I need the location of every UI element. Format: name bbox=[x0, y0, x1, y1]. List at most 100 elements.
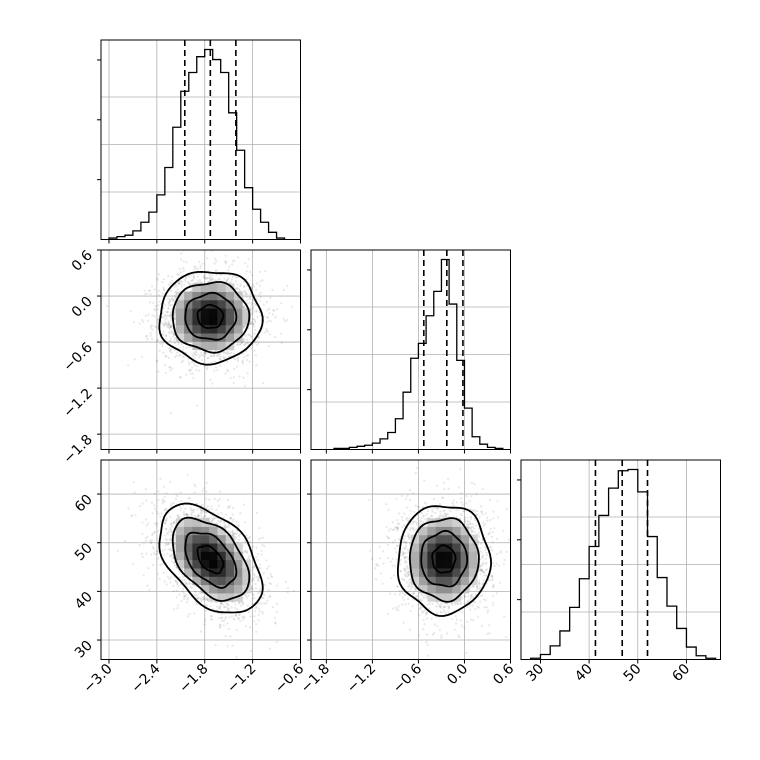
sample-point bbox=[208, 498, 211, 501]
sample-point bbox=[173, 299, 176, 302]
sample-point bbox=[174, 294, 177, 297]
sample-point bbox=[180, 343, 183, 346]
sample-point bbox=[208, 276, 211, 280]
sample-point bbox=[418, 524, 421, 527]
sample-point bbox=[157, 370, 160, 373]
sample-point bbox=[230, 278, 233, 281]
sample-point bbox=[216, 354, 219, 357]
panel-frame bbox=[100, 459, 301, 660]
sample-point bbox=[264, 270, 267, 273]
sample-point bbox=[154, 308, 157, 311]
density-cell bbox=[234, 316, 243, 326]
sample-point bbox=[231, 533, 234, 536]
sample-point bbox=[192, 510, 195, 514]
sample-point bbox=[210, 615, 213, 618]
sample-point bbox=[265, 329, 268, 332]
sample-point bbox=[193, 352, 196, 355]
density-cell bbox=[217, 551, 227, 561]
sample-point bbox=[169, 527, 172, 530]
sample-point bbox=[255, 575, 258, 579]
sample-point bbox=[245, 295, 248, 298]
sample-point bbox=[224, 260, 227, 263]
density-cell bbox=[234, 593, 243, 602]
sample-point bbox=[254, 587, 258, 590]
sample-point bbox=[199, 512, 202, 515]
sample-point bbox=[170, 549, 173, 553]
sample-point bbox=[152, 301, 155, 304]
sample-point bbox=[181, 590, 184, 593]
sample-point bbox=[207, 280, 210, 283]
sample-point bbox=[459, 602, 462, 606]
sample-point bbox=[216, 605, 219, 608]
sample-point bbox=[165, 355, 168, 358]
sample-point bbox=[244, 292, 247, 295]
sample-point bbox=[196, 272, 199, 275]
sample-point bbox=[402, 621, 405, 625]
sample-point bbox=[251, 588, 254, 591]
density-cell bbox=[234, 308, 243, 317]
sample-point bbox=[163, 509, 166, 512]
sample-point bbox=[292, 589, 295, 592]
sample-point bbox=[162, 571, 166, 574]
sample-point bbox=[302, 550, 304, 552]
sample-point bbox=[220, 613, 223, 616]
sample-point bbox=[242, 376, 245, 379]
sample-point bbox=[175, 580, 178, 584]
sample-point bbox=[169, 516, 172, 519]
sample-point bbox=[241, 359, 244, 362]
sample-point bbox=[225, 260, 228, 263]
sample-point bbox=[205, 497, 208, 500]
sample-point bbox=[169, 300, 172, 303]
density-cell bbox=[225, 291, 235, 301]
sample-point bbox=[196, 603, 199, 606]
sample-point bbox=[156, 278, 160, 281]
sample-point bbox=[168, 314, 172, 317]
density-panel-p1-p3 bbox=[97, 459, 304, 664]
sample-point bbox=[414, 589, 417, 593]
sample-point bbox=[488, 632, 491, 635]
sample-point bbox=[256, 578, 259, 581]
sample-point bbox=[240, 604, 243, 608]
sample-point bbox=[243, 356, 246, 359]
sample-point bbox=[404, 559, 407, 562]
sample-point bbox=[248, 537, 251, 540]
sample-point bbox=[251, 283, 254, 286]
sample-point bbox=[250, 312, 253, 315]
sample-point bbox=[245, 550, 248, 553]
sample-point bbox=[172, 584, 175, 588]
sample-point bbox=[162, 323, 166, 326]
sample-point bbox=[180, 252, 183, 255]
density-cell bbox=[175, 333, 185, 342]
sample-point bbox=[225, 603, 228, 606]
density-cell bbox=[175, 534, 185, 544]
sample-point bbox=[166, 538, 169, 542]
sample-point bbox=[149, 334, 152, 337]
density-cell bbox=[200, 341, 210, 351]
sample-point bbox=[162, 288, 165, 291]
sample-point bbox=[216, 499, 219, 502]
sample-point bbox=[468, 500, 471, 503]
sample-point bbox=[249, 535, 252, 538]
sample-point bbox=[156, 308, 159, 311]
sample-point bbox=[226, 525, 229, 528]
sample-point bbox=[159, 342, 162, 345]
sample-point bbox=[271, 605, 274, 609]
sample-point bbox=[171, 331, 175, 334]
sample-point bbox=[256, 592, 259, 595]
sample-point bbox=[159, 477, 162, 480]
sample-point bbox=[152, 546, 155, 549]
sample-point bbox=[445, 515, 448, 518]
sample-point bbox=[207, 508, 210, 511]
sample-point bbox=[175, 589, 178, 593]
sample-point bbox=[148, 589, 151, 592]
sample-point bbox=[198, 260, 201, 264]
sample-point bbox=[280, 302, 283, 305]
sample-point bbox=[208, 273, 211, 276]
sample-point bbox=[218, 498, 221, 501]
sample-point bbox=[174, 283, 177, 286]
sample-point bbox=[222, 619, 226, 623]
density-cell bbox=[209, 543, 218, 552]
contour-level-0 bbox=[196, 544, 225, 575]
sample-point bbox=[418, 614, 421, 617]
sample-point bbox=[493, 527, 496, 530]
